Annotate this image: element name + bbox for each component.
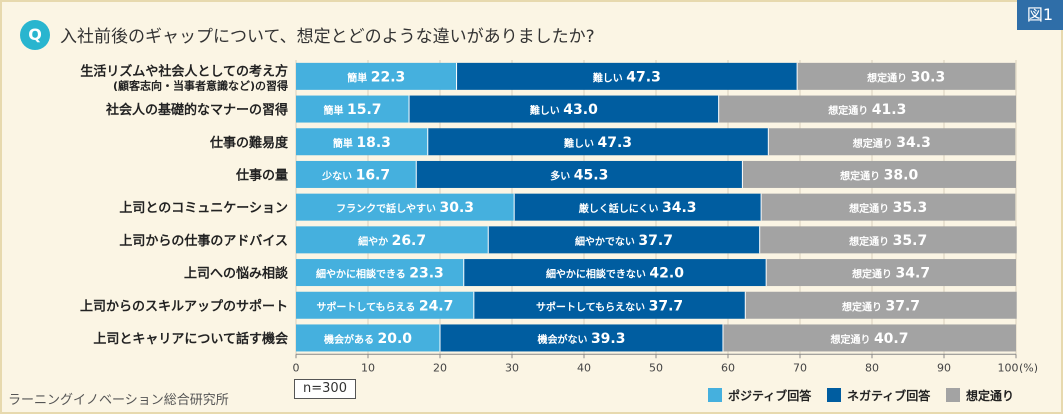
legend-item-neutral: 想定通り (946, 387, 1014, 404)
bar-data-label: 難しい 47.3 (563, 135, 632, 151)
bar-data-label: 想定通り 40.7 (829, 331, 908, 347)
bar-segment (797, 62, 1016, 90)
bar-segment (296, 160, 417, 188)
bar-segment (456, 62, 798, 90)
bar-data-label: 多い 45.3 (550, 167, 608, 183)
legend-label-positive: ポジティブ回答 (728, 389, 812, 403)
x-tick-label: 20 (433, 361, 447, 374)
bar-data-label: 想定通り 37.7 (841, 298, 920, 314)
bar-segment (488, 226, 760, 254)
question-mark-icon: Q (20, 20, 50, 50)
bar-segment (463, 259, 767, 287)
bar-data-label: 想定通り 35.3 (848, 200, 927, 216)
x-tick-label: 100 (998, 361, 1019, 374)
category-label: 社会人の基礎的なマナーの習得 (105, 102, 288, 118)
x-tick-label: 40 (577, 361, 591, 374)
bar-data-label: 細やかに相談できない 42.0 (546, 266, 684, 282)
bar-data-label: 想定通り 41.3 (827, 102, 906, 118)
legend-label-neutral: 想定通り (966, 389, 1015, 403)
x-tick-label: 60 (721, 361, 735, 374)
sample-size: n=300 (294, 379, 356, 399)
bar-segment (514, 193, 762, 221)
bar-segment (718, 95, 1016, 123)
category-sublabel: (顧客志向・当事者意識など)の習得 (113, 78, 288, 92)
bar-segment (766, 259, 1016, 287)
bar-segment (761, 193, 1016, 221)
bar-segment (296, 259, 464, 287)
bar-data-label: 想定通り 30.3 (866, 69, 945, 85)
bar-segment (427, 128, 769, 156)
legend-item-negative: ネガティブ回答 (827, 387, 930, 404)
bar-data-label: 難しい 43.0 (529, 102, 598, 118)
bar-data-label: 想定通り 38.0 (839, 167, 918, 183)
figure-label-badge: 図1 (1017, 0, 1063, 30)
bar-data-label: 難しい 47.3 (592, 69, 661, 85)
bar-segment (296, 226, 489, 254)
source-credit: ラーニングイノベーション総合研究所 (8, 393, 229, 408)
bar-segment (745, 291, 1017, 319)
x-axis-unit: (%) (1019, 361, 1038, 374)
legend-item-positive: ポジティブ回答 (708, 387, 811, 404)
bar-segment (440, 324, 723, 352)
bar-data-label: 簡単 18.3 (333, 135, 391, 151)
category-label: 上司への悩み相談 (184, 266, 289, 282)
bar-data-label: 簡単 15.7 (324, 102, 382, 118)
bar-segment (722, 324, 1016, 352)
category-label: 仕事の難易度 (209, 135, 289, 151)
question-title: 入社前後のギャップについて、想定とどのような違いがありましたか? (60, 27, 595, 47)
bar-segment (296, 193, 515, 221)
bar-segment (409, 95, 719, 123)
legend-swatch-positive (708, 388, 722, 402)
bar-segment (296, 95, 410, 123)
category-label: 上司とキャリアについて話す機会 (93, 331, 289, 347)
bar-segment (742, 160, 1016, 188)
bar-segment (296, 324, 440, 352)
bar-data-label: サポートしてもらえない 37.7 (536, 298, 683, 314)
bar-segment (768, 128, 1016, 156)
category-label: 生活リズムや社会人としての考え方 (80, 63, 288, 79)
bar-data-label: 少ない 16.7 (321, 167, 390, 183)
legend-swatch-neutral (946, 388, 960, 402)
bar-segment (416, 160, 743, 188)
bar-data-label: 想定通り 35.7 (848, 233, 927, 249)
bar-data-label: 細やか 26.7 (358, 233, 426, 249)
bar-data-label: 想定通り 34.7 (851, 266, 930, 282)
bar-data-label: 簡単 22.3 (347, 69, 405, 85)
category-label: 上司からの仕事のアドバイス (119, 233, 288, 249)
x-tick-label: 70 (793, 361, 807, 374)
category-label: 仕事の量 (235, 167, 288, 183)
bar-segment (473, 291, 746, 319)
x-tick-label: 30 (505, 361, 519, 374)
bar-data-label: 機会がある 20.0 (324, 331, 412, 347)
bar-segment (296, 291, 474, 319)
legend-swatch-negative (827, 388, 841, 402)
bar-data-label: サポートしてもらえる 24.7 (316, 298, 453, 314)
bar-segment (296, 128, 428, 156)
bar-data-label: フランクで話しやすい 30.3 (336, 200, 474, 216)
x-tick-label: 50 (649, 361, 663, 374)
x-tick-label: 80 (865, 361, 879, 374)
bar-segment (759, 226, 1017, 254)
x-tick-label: 0 (293, 361, 300, 374)
bar-data-label: 想定通り 34.3 (852, 135, 931, 151)
bar-data-label: 機会がない 39.3 (537, 331, 625, 347)
bar-data-label: 細やかに相談できる 23.3 (316, 266, 444, 282)
category-label: 上司からのスキルアップのサポート (80, 298, 288, 314)
bar-data-label: 厳しく話しにくい 34.3 (579, 200, 697, 216)
bar-segment (296, 62, 457, 90)
x-tick-label: 90 (937, 361, 951, 374)
legend-label-negative: ネガティブ回答 (847, 389, 931, 403)
bar-data-label: 細やかでない 37.7 (575, 233, 673, 249)
category-label: 上司とのコミュニケーション (119, 201, 288, 216)
x-tick-label: 10 (361, 361, 375, 374)
